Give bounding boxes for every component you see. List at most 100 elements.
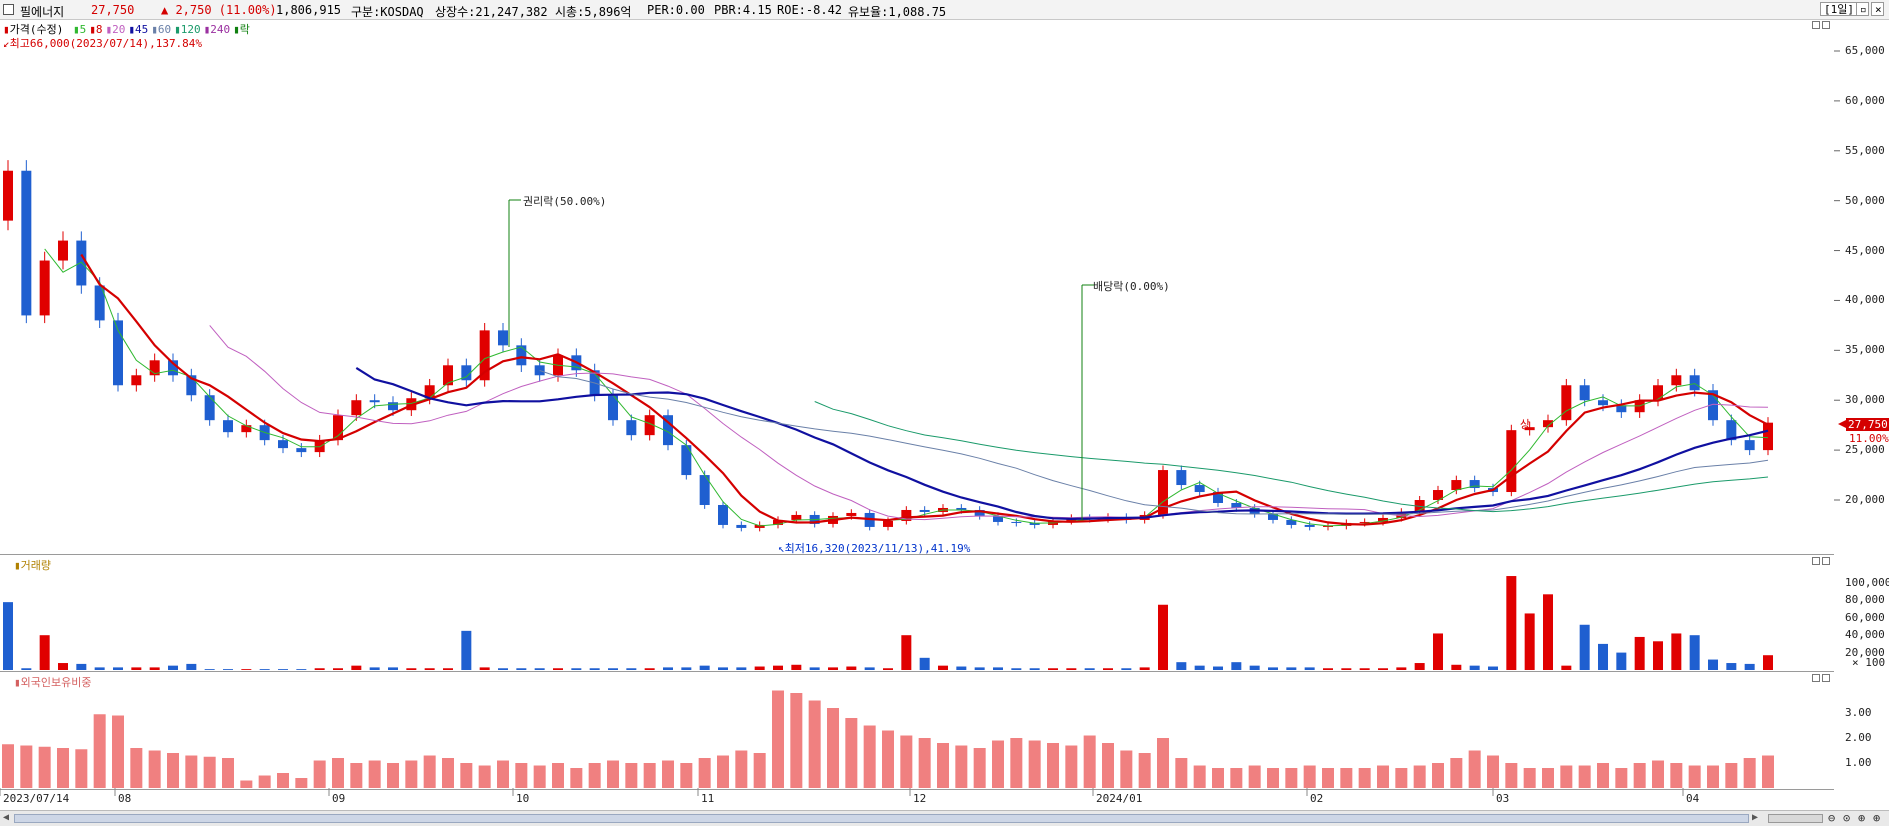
- volume-bar: [58, 663, 68, 670]
- foreign-ratio-bar: [1725, 763, 1738, 788]
- chart-scrollbar[interactable]: ◀ ▶ ⊖ ⊙ ⊕ ⊕: [0, 810, 1889, 826]
- price-tick-label: 60,000: [1845, 93, 1885, 107]
- foreign-ratio-bar: [1523, 768, 1536, 788]
- volume-bar: [1121, 668, 1132, 670]
- volume-bar: [1543, 594, 1553, 670]
- foreign-panel[interactable]: [0, 672, 1834, 790]
- foreign-ratio-bar: [955, 745, 968, 788]
- ma-120-line: [814, 401, 1769, 513]
- current-price-tag: 27,750: [1846, 418, 1889, 431]
- volume-tick-label: 40,000: [1845, 628, 1885, 642]
- foreign-ratio-bar: [808, 700, 821, 788]
- volume-panel[interactable]: [0, 555, 1834, 672]
- scroll-right-icon[interactable]: ▶: [1752, 812, 1759, 823]
- foreign-ratio-bar: [20, 745, 33, 788]
- volume-bar: [1689, 635, 1700, 670]
- zoom-in-icon[interactable]: ⊕: [1858, 811, 1866, 825]
- candle-body: [223, 420, 233, 433]
- candle-body: [1286, 519, 1297, 525]
- zoom-reset-icon[interactable]: ⊙: [1843, 811, 1851, 825]
- volume-title: ▮거래량: [14, 559, 51, 572]
- zoom-out-icon[interactable]: ⊖: [1828, 811, 1836, 825]
- foreign-panel-close-icon[interactable]: [1822, 674, 1830, 682]
- price-legend: ▮가격(수정) ▮5 ▮8 ▮20 ▮45 ▮60 ▮120 ▮240 ▮락: [3, 23, 250, 36]
- select-checkbox[interactable]: [3, 4, 14, 15]
- volume-bar: [1469, 665, 1480, 670]
- foreign-ratio-bar: [625, 763, 638, 788]
- candle-body: [736, 524, 747, 528]
- volume-bar: [1286, 667, 1297, 670]
- candle-body: [993, 515, 1003, 522]
- scroll-left-icon[interactable]: ◀: [3, 812, 10, 823]
- price-panel[interactable]: [0, 20, 1834, 555]
- foreign-ratio-bar: [607, 760, 619, 788]
- candle-body: [846, 512, 857, 516]
- foreign-ratio-bar: [460, 763, 473, 788]
- x-axis-label: 09: [332, 792, 346, 805]
- candle-body: [1231, 502, 1242, 508]
- price-panel-close-icon[interactable]: [1822, 21, 1830, 29]
- foreign-ratio-bar: [57, 748, 69, 788]
- candle-body: [314, 440, 325, 453]
- volume-bar: [296, 669, 307, 670]
- volume-bar: [773, 665, 783, 670]
- candle-body: [1579, 385, 1590, 401]
- scroll-thumb[interactable]: [14, 814, 1749, 823]
- candle-body: [1763, 422, 1773, 451]
- zoom-fit-icon[interactable]: ⊕: [1873, 811, 1881, 825]
- candle-body: [663, 415, 673, 446]
- candle-body: [1451, 480, 1462, 491]
- current-pct-tag: 11.00%: [1849, 432, 1889, 445]
- foreign-ratio-bar: [753, 753, 766, 788]
- candle-body: [1561, 385, 1572, 421]
- volume-bar: [589, 668, 600, 670]
- volume-bar: [754, 666, 765, 670]
- volume-bar: [1304, 667, 1315, 670]
- foreign-ratio-bar: [222, 758, 234, 788]
- period-button[interactable]: [1일]: [1820, 2, 1858, 16]
- price-tick-label: 45,000: [1845, 243, 1885, 257]
- low-arrow-icon: ↖: [778, 542, 785, 555]
- foreign-panel-minimize-icon[interactable]: [1812, 674, 1820, 682]
- candle-body: [76, 240, 87, 286]
- volume-bar: [1671, 633, 1682, 670]
- market-type: 구분:KOSDAQ: [351, 5, 424, 19]
- foreign-ratio-bar: [2, 744, 14, 788]
- candle-body: [718, 504, 728, 525]
- foreign-ratio-bar: [277, 773, 289, 788]
- volume-bar: [1396, 667, 1407, 670]
- volume-bar: [516, 668, 527, 670]
- volume-panel-minimize-icon[interactable]: [1812, 557, 1820, 565]
- volume-bar: [1231, 662, 1242, 670]
- volume-bar: [608, 668, 618, 670]
- candle-body: [1304, 524, 1315, 527]
- volume-bar: [39, 635, 50, 670]
- close-icon[interactable]: ×: [1871, 2, 1884, 16]
- ma-legend: ▮5 ▮8 ▮20 ▮45 ▮60 ▮120 ▮240 ▮락: [70, 23, 250, 36]
- foreign-ratio-bar: [185, 755, 198, 788]
- maximize-icon[interactable]: ▫: [1856, 2, 1869, 16]
- zoom-slider[interactable]: [1768, 814, 1823, 823]
- candle-body: [149, 360, 160, 376]
- price-tick-label: 35,000: [1845, 343, 1885, 357]
- foreign-ratio-bar: [1505, 763, 1518, 788]
- candle-body: [94, 285, 105, 321]
- candle-body: [644, 415, 655, 436]
- candle-body: [296, 448, 307, 453]
- foreign-ratio-bar: [497, 760, 509, 788]
- volume-bar: [1726, 663, 1737, 670]
- volume-bar: [1744, 663, 1755, 670]
- foreign-ratio-bar: [1578, 765, 1591, 788]
- candle-body: [1543, 420, 1553, 428]
- foreign-ratio-bar: [973, 748, 986, 788]
- volume-panel-close-icon[interactable]: [1822, 557, 1830, 565]
- candle-body: [1268, 513, 1278, 520]
- ma-45-line: [355, 366, 1769, 521]
- price-panel-minimize-icon[interactable]: [1812, 21, 1820, 29]
- volume-bar: [1653, 641, 1663, 670]
- foreign-ratio-bar: [588, 763, 601, 788]
- foreign-ratio-bar: [1303, 765, 1316, 788]
- volume-bar: [186, 663, 197, 670]
- volume-bar: [681, 667, 692, 670]
